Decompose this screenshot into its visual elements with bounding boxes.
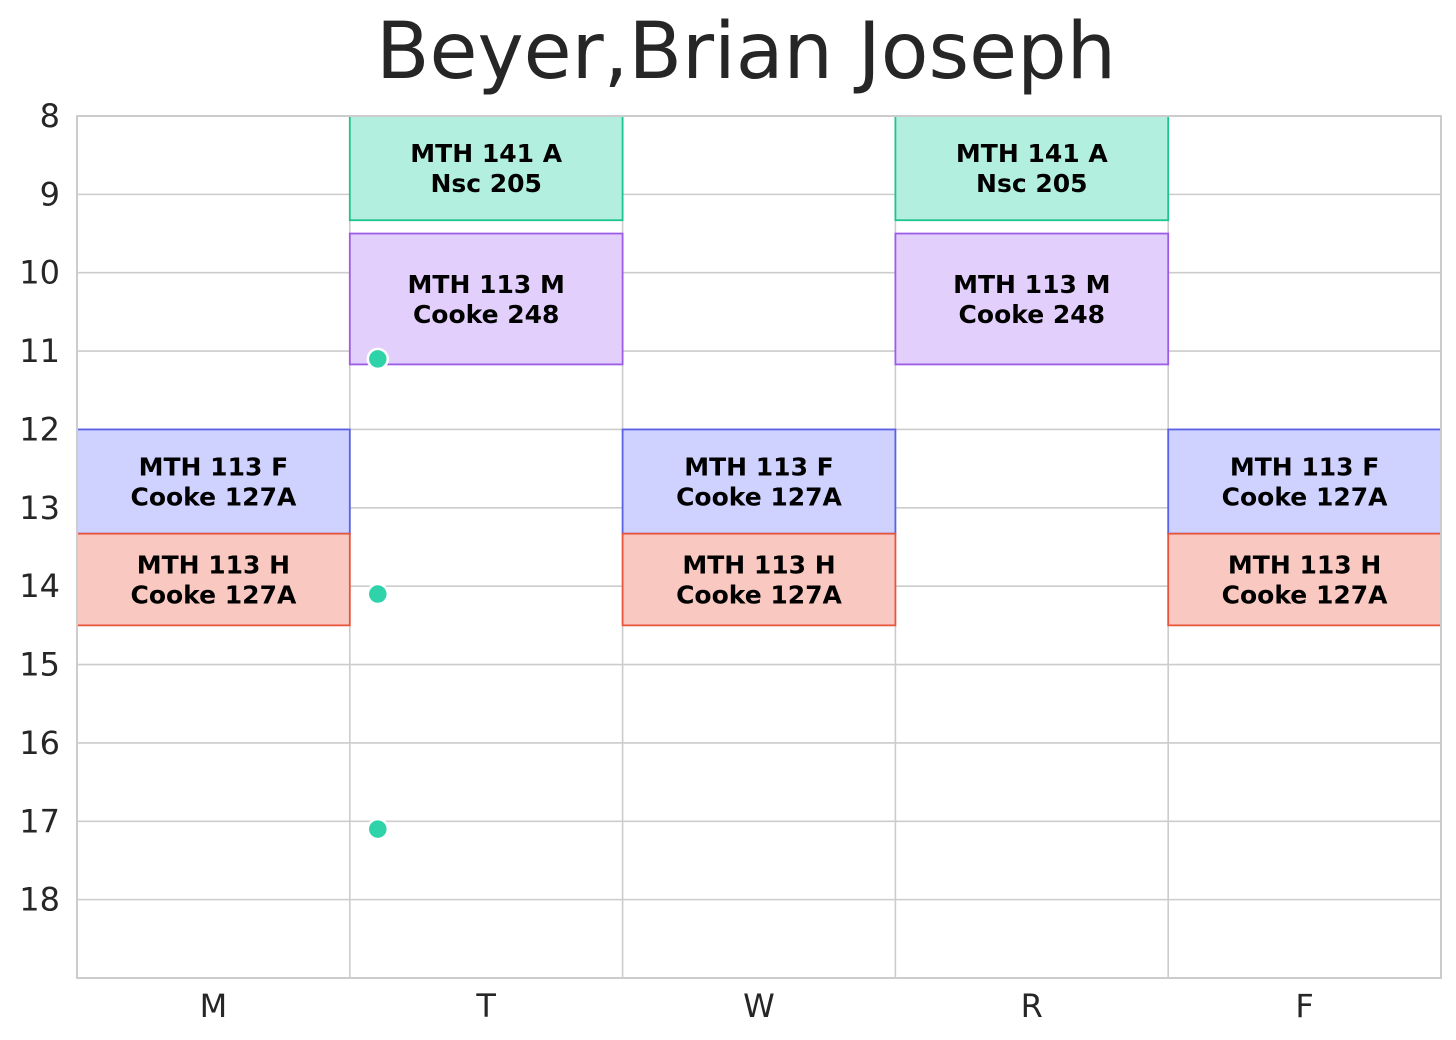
event-label-line: MTH 113 F [139, 453, 289, 482]
event-label: MTH 113 F Cooke 127A [1222, 453, 1388, 512]
y-tick-label: 17 [19, 802, 60, 840]
event-label-line: MTH 113 F [684, 453, 834, 482]
event-rect [1167, 532, 1442, 627]
y-tick-label: 11 [19, 332, 60, 370]
event-label: MTH 113 F Cooke 127A [676, 453, 842, 512]
chart-title: Beyer,Brian Joseph [376, 7, 1116, 97]
x-tick-label: T [475, 987, 496, 1025]
event-label-line: Cooke 127A [130, 483, 296, 512]
x-tick-label: F [1295, 987, 1313, 1025]
event-label-line: MTH 113 H [137, 551, 290, 580]
event-label: MTH 113 H Cooke 127A [130, 551, 296, 610]
y-tick-label: 18 [19, 881, 60, 919]
y-tick-label: 16 [19, 724, 60, 762]
event-label: MTH 113 M Cooke 248 [953, 270, 1110, 329]
x-tick-label: M [200, 987, 228, 1025]
time-markers [366, 347, 390, 841]
event-block: MTH 113 H Cooke 127A [76, 532, 351, 627]
event-block: MTH 141 A Nsc 205 [894, 115, 1170, 222]
event-block: MTH 113 M Cooke 248 [894, 232, 1170, 366]
event-label: MTH 113 F Cooke 127A [130, 453, 296, 512]
event-label-line: MTH 113 H [682, 551, 835, 580]
event-label-line: Cooke 127A [1222, 483, 1388, 512]
event-rect [1167, 428, 1442, 535]
event-label-line: MTH 113 M [953, 270, 1110, 299]
event-rect [348, 232, 624, 366]
event-block: MTH 113 H Cooke 127A [1167, 532, 1442, 627]
event-label: MTH 141 A Nsc 205 [956, 139, 1108, 198]
event-label-line: MTH 113 M [408, 270, 565, 299]
event-label-line: Nsc 205 [976, 169, 1088, 198]
event-block: MTH 113 M Cooke 248 [348, 232, 624, 366]
x-tick-label: W [743, 987, 775, 1025]
y-tick-label: 15 [19, 646, 60, 684]
event-label: MTH 141 A Nsc 205 [410, 139, 562, 198]
event-label-line: Cooke 248 [413, 300, 560, 329]
y-tick-label: 14 [19, 567, 60, 605]
event-rect [894, 115, 1170, 222]
event-label-line: MTH 113 H [1228, 551, 1381, 580]
event-label-line: Cooke 248 [959, 300, 1106, 329]
event-rect [348, 115, 624, 222]
event-label-line: MTH 141 A [956, 139, 1108, 168]
event-block: MTH 113 F Cooke 127A [76, 428, 351, 535]
event-label-line: Nsc 205 [430, 169, 542, 198]
event-rect [621, 532, 897, 627]
time-marker [366, 347, 390, 371]
event-label: MTH 113 H Cooke 127A [676, 551, 842, 610]
event-block: MTH 113 H Cooke 127A [621, 532, 897, 627]
time-marker [366, 582, 390, 606]
event-label: MTH 113 H Cooke 127A [1222, 551, 1388, 610]
plot-frame [76, 115, 1442, 979]
y-tick-label: 8 [40, 97, 60, 135]
x-tick-label: R [1021, 987, 1043, 1025]
event-rect [76, 532, 351, 627]
y-tick-label: 10 [19, 254, 60, 292]
event-label-line: Cooke 127A [130, 581, 296, 610]
event-label-line: MTH 113 F [1230, 453, 1380, 482]
y-tick-label: 12 [19, 410, 60, 448]
event-label: MTH 113 M Cooke 248 [408, 270, 565, 329]
event-block: MTH 113 F Cooke 127A [1167, 428, 1442, 535]
event-block: MTH 113 F Cooke 127A [621, 428, 897, 535]
y-tick-label: 13 [19, 489, 60, 527]
event-rect [894, 232, 1170, 366]
event-label-line: Cooke 127A [676, 581, 842, 610]
event-label-line: Cooke 127A [676, 483, 842, 512]
time-marker [366, 817, 390, 841]
y-tick-label: 9 [40, 175, 60, 213]
plot-border [76, 115, 1442, 979]
axis-ticks: 8 9 10 11 12 13 14 15 16 17 18 M T W R F [19, 97, 1314, 1025]
event-label-line: Cooke 127A [1222, 581, 1388, 610]
event-label-line: MTH 141 A [410, 139, 562, 168]
event-block: MTH 141 A Nsc 205 [348, 115, 624, 222]
